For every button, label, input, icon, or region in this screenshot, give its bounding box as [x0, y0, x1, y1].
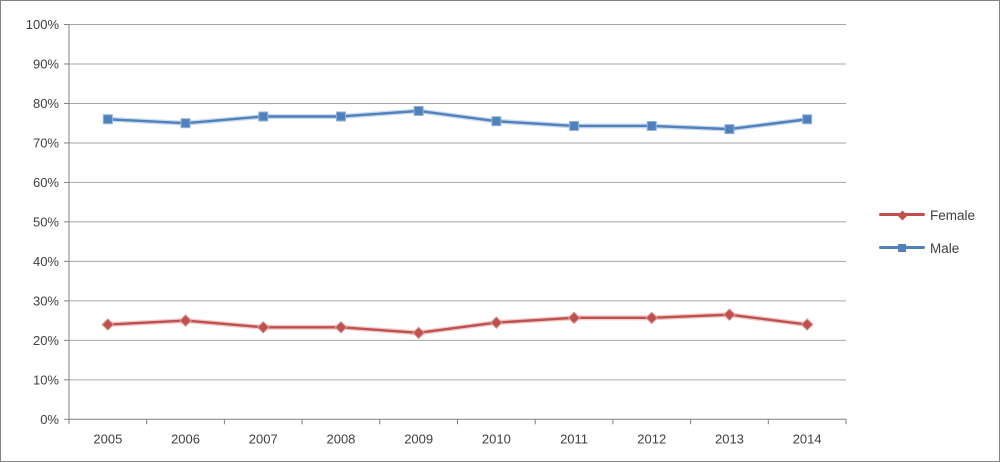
- data-point-male-2010: [491, 116, 502, 127]
- data-point-female-2014: [800, 318, 814, 331]
- data-point-female-2007: [256, 320, 270, 334]
- y-tick-label: 60%: [33, 175, 59, 190]
- y-tick-label: 70%: [33, 135, 59, 150]
- series-line-female: [106, 313, 809, 335]
- data-point-male-2006: [180, 118, 191, 129]
- series-line-male: [106, 109, 809, 131]
- legend-label-female: Female: [930, 207, 976, 223]
- y-tick-label: 0%: [40, 412, 59, 427]
- female-diamond-marker-icon: [897, 210, 907, 220]
- y-tick-label: 10%: [33, 372, 59, 387]
- data-point-female-2008: [334, 320, 348, 334]
- data-point-female-2005: [101, 318, 115, 331]
- data-point-male-2014: [802, 114, 813, 125]
- data-point-female-2006: [179, 314, 192, 327]
- data-point-male-2011: [569, 120, 580, 131]
- x-tick-label: 2012: [637, 431, 666, 446]
- y-tick-label: 90%: [33, 56, 59, 71]
- data-point-female-2009: [412, 326, 426, 340]
- x-tick-label: 2011: [560, 431, 588, 446]
- x-tick-label: 2008: [326, 431, 355, 446]
- x-tick-label: 2007: [249, 431, 278, 446]
- x-tick-label: 2013: [715, 431, 744, 446]
- male-square-marker-icon: [898, 244, 906, 252]
- data-point-male-2005: [102, 114, 113, 125]
- data-point-male-2009: [413, 105, 424, 116]
- y-tick-label: 80%: [33, 96, 59, 111]
- x-tick-label: 2005: [93, 431, 122, 446]
- y-tick-label: 20%: [33, 333, 59, 348]
- male-series-sample: [879, 238, 925, 258]
- y-tick-label: 50%: [33, 214, 59, 229]
- data-point-female-2010: [489, 316, 503, 329]
- x-tick-label: 2006: [171, 431, 200, 446]
- x-tick-label: 2010: [482, 431, 511, 446]
- female-series-sample: [879, 205, 925, 225]
- data-point-female-2013: [723, 308, 736, 322]
- data-point-female-2011: [567, 311, 581, 325]
- data-point-male-2008: [335, 111, 346, 122]
- legend-label-male: Male: [930, 240, 960, 256]
- y-tick-label: 40%: [33, 254, 59, 269]
- y-tick-label: 30%: [33, 293, 59, 308]
- legend-item-male: Male: [879, 238, 959, 258]
- y-tick-label: 100%: [26, 17, 60, 32]
- legend: Female Male: [879, 1, 997, 461]
- x-tick-label: 2009: [404, 431, 433, 446]
- x-tick-label: 2014: [793, 431, 822, 446]
- data-point-male-2012: [646, 120, 657, 131]
- data-point-male-2007: [258, 111, 269, 122]
- data-point-male-2013: [724, 124, 735, 135]
- data-point-female-2012: [645, 311, 659, 325]
- legend-item-female: Female: [879, 205, 975, 225]
